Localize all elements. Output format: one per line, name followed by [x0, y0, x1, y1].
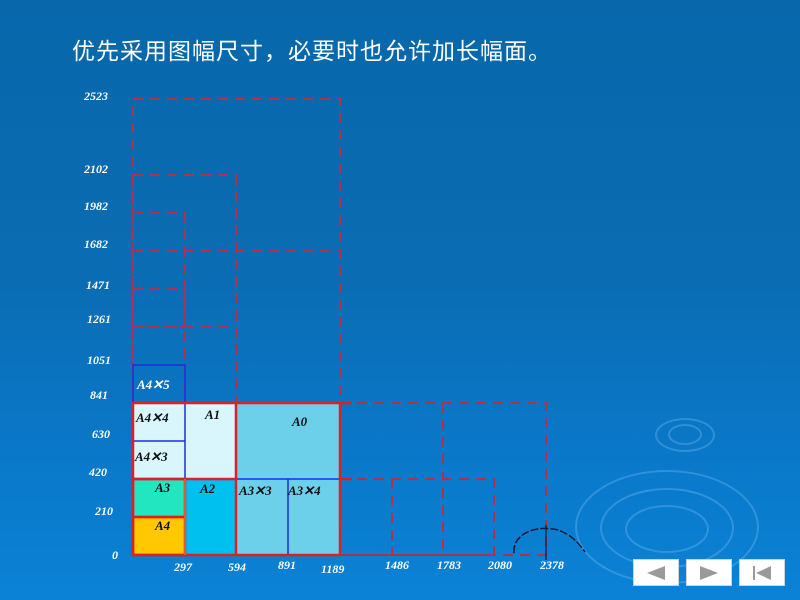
y-tick: 1261: [87, 312, 111, 326]
y-tick: 420: [89, 465, 107, 479]
arc-annotation: [513, 527, 586, 554]
A2-fill: [185, 479, 236, 555]
label-A4x5: A4✕5: [137, 377, 170, 392]
label-A4x4: A4✕4: [136, 410, 169, 425]
y-tick: 1682: [84, 237, 108, 251]
ripple-decoration: [668, 424, 702, 445]
x-tick: 594: [228, 560, 246, 574]
x-tick: 1486: [385, 558, 409, 572]
arrow-right-icon: [700, 565, 718, 580]
ripple-decoration: [655, 418, 715, 452]
y-tick: 2102: [84, 162, 108, 176]
y-tick: 1982: [84, 199, 108, 213]
skip-to-start-icon: [753, 565, 771, 580]
label-A3x3: A3✕3: [239, 483, 272, 498]
A4-fill: [133, 517, 185, 555]
y-tick: 1471: [86, 278, 110, 292]
label-A0: A0: [292, 414, 308, 429]
slide-title: 优先采用图幅尺寸，必要时也允许加长幅面。: [72, 39, 552, 65]
A3-fill: [133, 479, 185, 517]
label-A3: A3: [155, 480, 171, 495]
y-tick: 630: [92, 427, 110, 441]
ripple-decoration: [625, 505, 709, 553]
y-tick: 1051: [87, 353, 111, 367]
y-tick: 210: [95, 504, 113, 518]
first-slide-button[interactable]: [739, 559, 785, 586]
label-A3x4: A3✕4: [288, 483, 321, 498]
x-tick: 2378: [540, 558, 564, 572]
next-slide-button[interactable]: [686, 559, 732, 586]
x-tick: 297: [174, 560, 192, 574]
x-tick: 1189: [321, 562, 345, 576]
label-A4: A4: [155, 518, 171, 533]
label-A2: A2: [200, 481, 216, 496]
y-tick: 2523: [84, 89, 108, 103]
label-A1: A1: [205, 407, 221, 422]
A2x-horizontal-outline: [339, 478, 495, 556]
x-tick: 1783: [437, 558, 461, 572]
arrow-left-icon: [647, 565, 665, 580]
previous-slide-button[interactable]: [633, 559, 679, 586]
x-tick: 891: [278, 558, 296, 572]
label-A4x3: A4✕3: [135, 449, 168, 464]
y-tick: 841: [90, 388, 108, 402]
y-tick: 0: [112, 548, 118, 562]
x-tick: 2080: [488, 558, 512, 572]
